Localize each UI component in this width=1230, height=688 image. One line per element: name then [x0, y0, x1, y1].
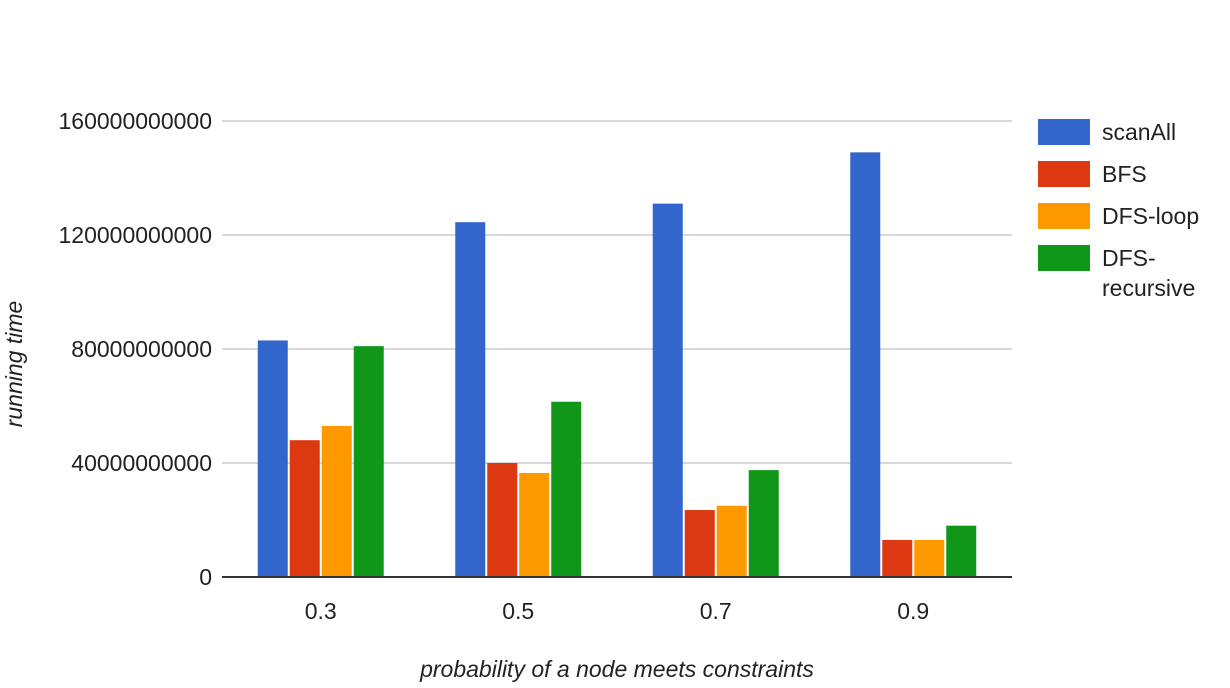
legend-swatch-dfs-recursive	[1038, 245, 1090, 271]
y-tick-label: 120000000000	[59, 222, 213, 248]
bar-bfs-0-9	[882, 539, 913, 577]
bars	[257, 152, 977, 578]
bar-bfs-0-5	[487, 463, 518, 577]
x-tick-label: 0.7	[700, 598, 732, 624]
bar-dfs-loop-0-7	[716, 505, 747, 577]
gridlines	[222, 120, 1012, 464]
x-tick-label: 0.3	[305, 598, 337, 624]
bar-dfs-loop-0-3	[321, 425, 352, 577]
bar-scanall-0-3	[257, 340, 288, 577]
bar-dfs-recursive-0-7	[748, 470, 779, 577]
legend-label-bfs: BFS	[1102, 161, 1147, 187]
legend-label-dfs-loop: DFS-loop	[1102, 203, 1199, 229]
bar-dfs-loop-0-9	[914, 539, 945, 577]
legend-swatch-bfs	[1038, 161, 1090, 187]
bar-dfs-recursive-0-9	[946, 525, 977, 577]
y-tick-label: 0	[199, 564, 212, 590]
bar-scanall-0-9	[850, 152, 881, 577]
bar-dfs-recursive-0-3	[353, 346, 384, 577]
x-axis-ticks: 0.3 0.5 0.7 0.9	[305, 598, 929, 624]
bar-bfs-0-7	[684, 510, 715, 577]
y-axis-title: running time	[1, 301, 27, 428]
bar-scanall-0-7	[652, 203, 683, 577]
legend-swatch-dfs-loop	[1038, 203, 1090, 229]
y-tick-label: 80000000000	[71, 336, 212, 362]
y-axis-ticks: 0 40000000000 80000000000 120000000000 16000…	[59, 108, 213, 590]
x-tick-label: 0.9	[897, 598, 929, 624]
bar-bfs-0-3	[289, 440, 320, 577]
y-tick-label: 40000000000	[71, 450, 212, 476]
legend-label-dfs-recursive: DFS-recursive	[1102, 245, 1195, 301]
legend-swatch-scanall	[1038, 119, 1090, 145]
legend: scanAll BFS DFS-loop DFS-recursive	[1038, 119, 1199, 301]
x-axis-title: probability of a node meets constraints	[419, 656, 814, 682]
legend-label-scanall: scanAll	[1102, 119, 1176, 145]
bar-scanall-0-5	[455, 222, 486, 578]
x-tick-label: 0.5	[502, 598, 534, 624]
y-tick-label: 160000000000	[59, 108, 213, 134]
bar-dfs-recursive-0-5	[551, 401, 582, 577]
bar-dfs-loop-0-5	[519, 472, 550, 577]
